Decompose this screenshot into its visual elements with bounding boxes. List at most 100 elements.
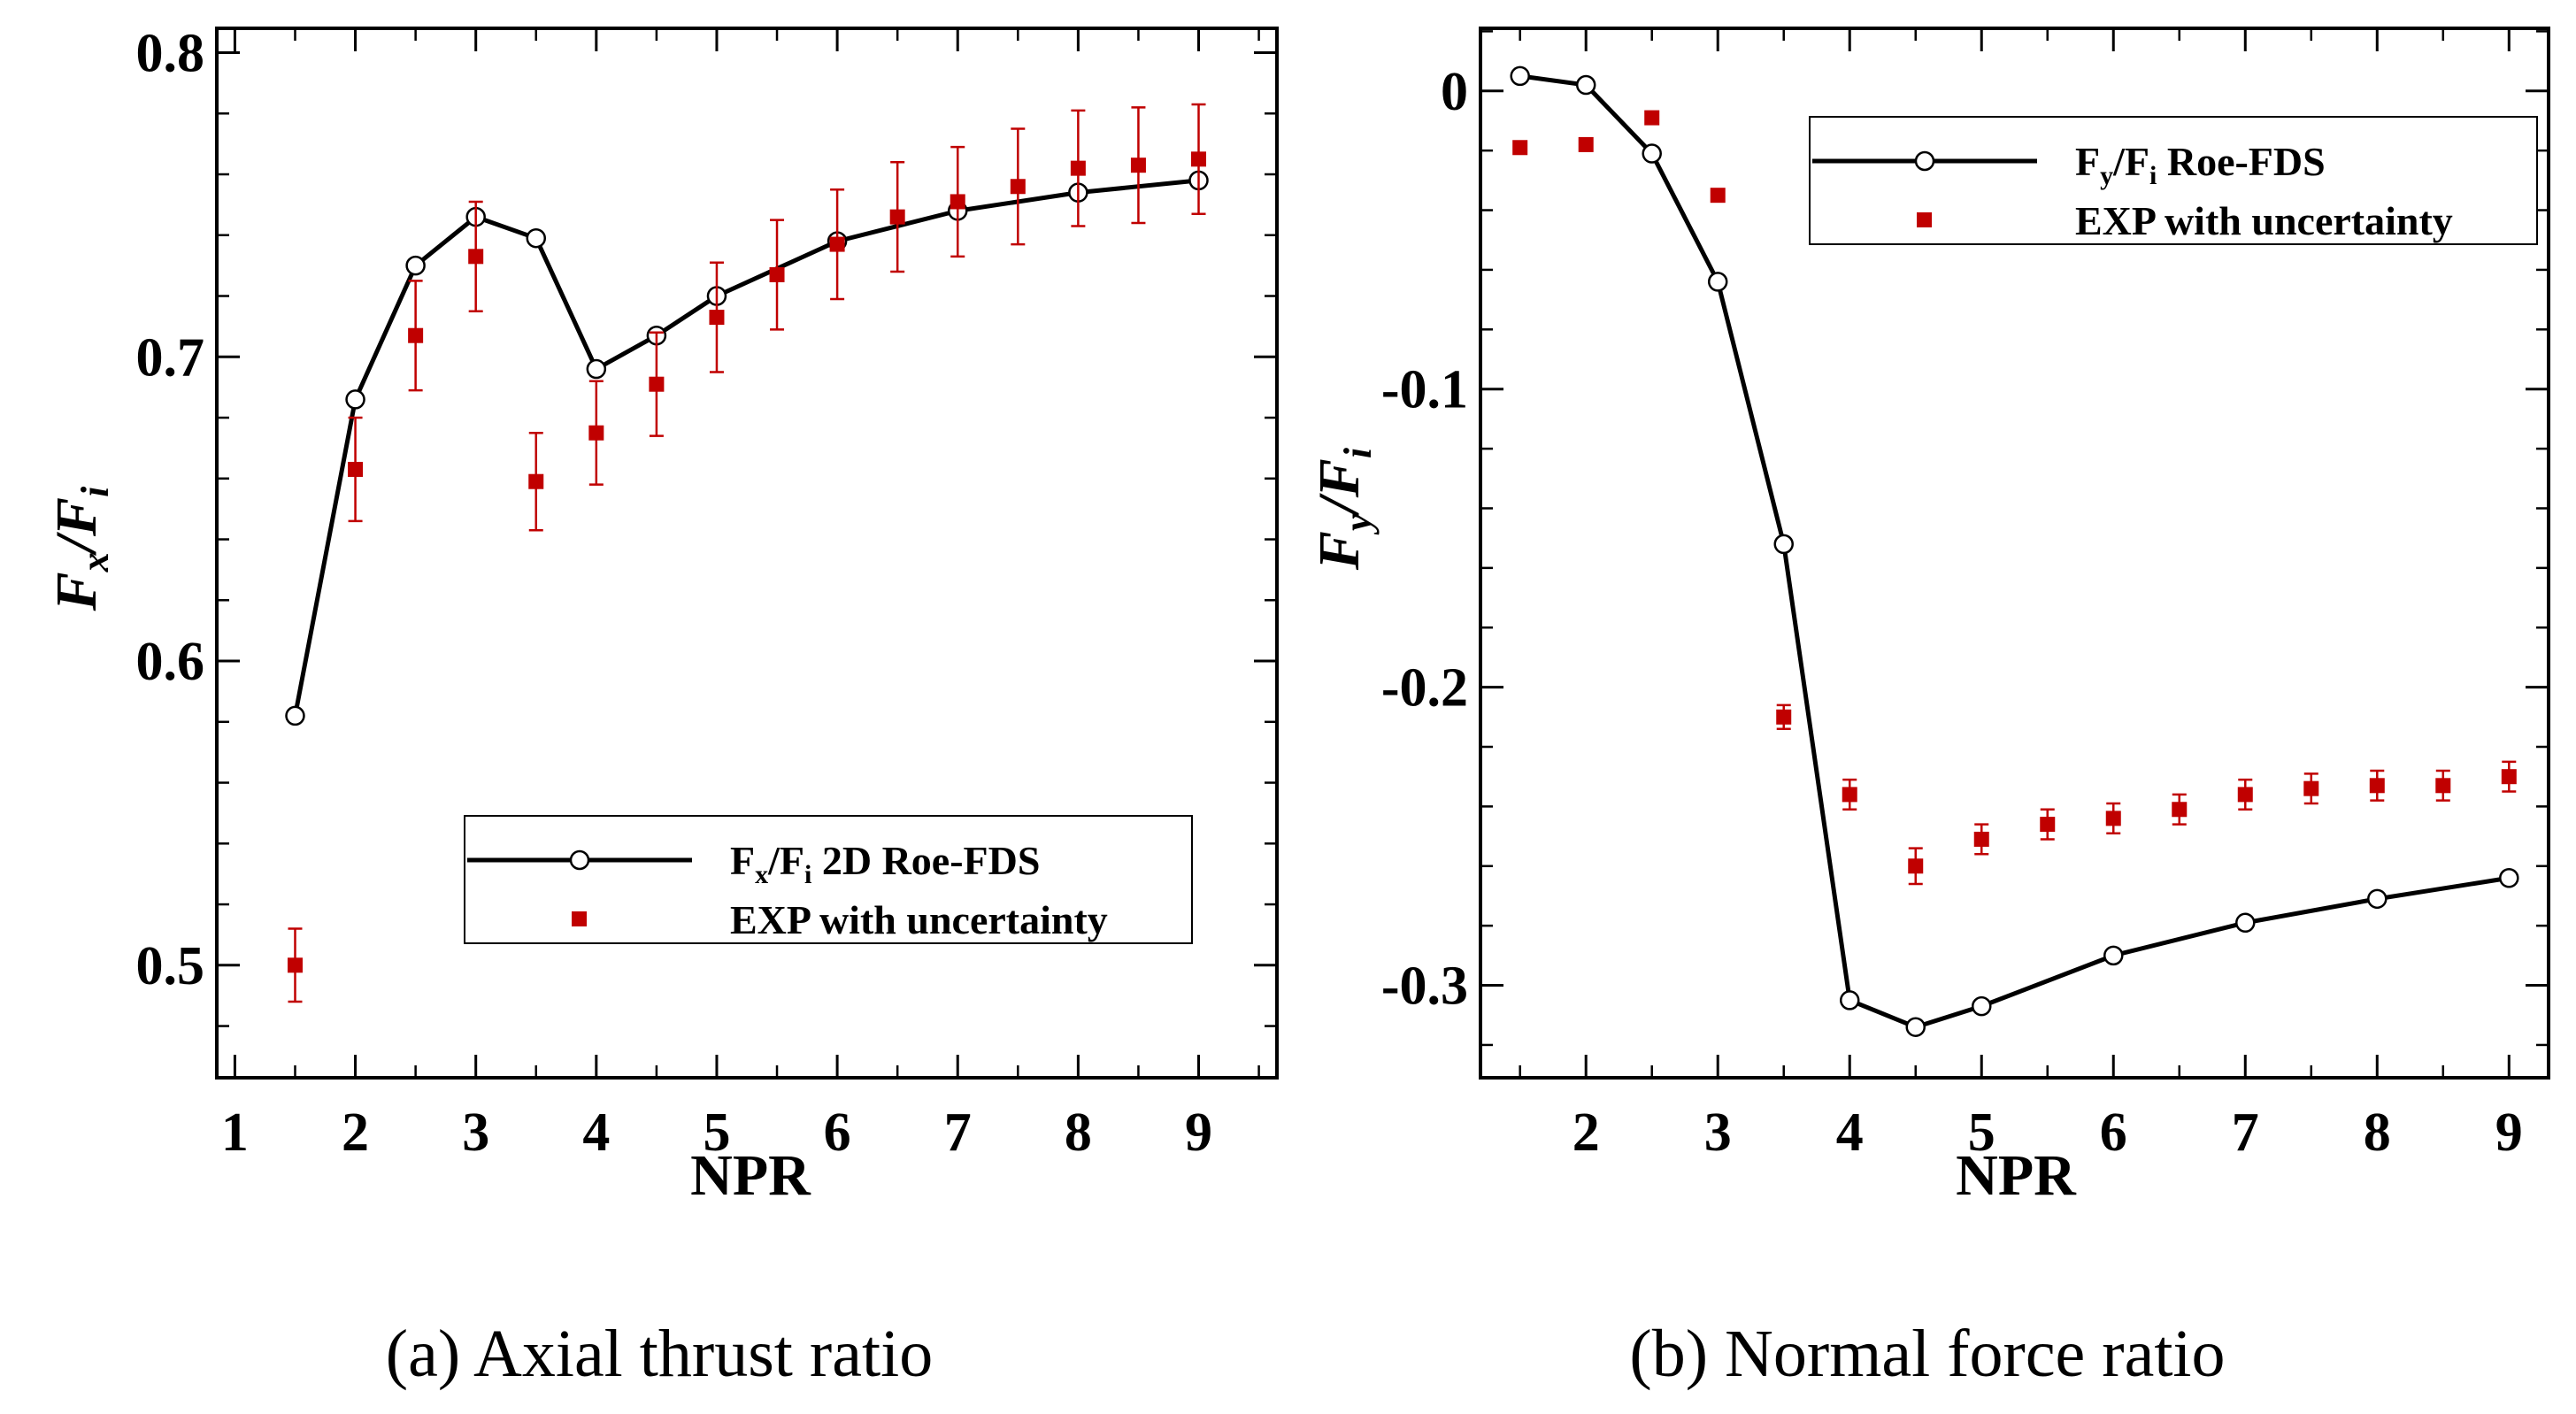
x-axis-title-a: NPR — [690, 1143, 811, 1208]
x-tick-label-a-3: 4 — [582, 1103, 610, 1163]
y-title-a-f1: F — [44, 572, 109, 611]
exp-point-a-2 — [408, 327, 424, 343]
axis-ticks-a: 1 2 3 4 5 6 7 8 9 0.5 0.6 0.7 0.8 — [136, 24, 1277, 1163]
model-point-b-5 — [1839, 990, 1860, 1011]
leg-a-f1: F — [730, 838, 755, 883]
leg-a-rest: 2D Roe-FDS — [811, 838, 1040, 883]
plot-frame-b — [1479, 27, 2550, 1080]
leg-a-slash: / — [767, 838, 780, 883]
model-point-b-3 — [1707, 272, 1728, 292]
x-tick-label-a-1: 2 — [342, 1103, 369, 1163]
leg-b-slash: / — [2112, 139, 2126, 184]
series-exp-b — [1512, 110, 2517, 886]
exp-point-b-12 — [2303, 780, 2319, 796]
model-line-b — [1519, 73, 2510, 1030]
y-tick-label-a-2: 0.7 — [136, 327, 205, 388]
model-point-a-4 — [526, 227, 547, 249]
legend-entry-exp-b: EXP with uncertainty — [2075, 198, 2453, 243]
x-tick-label-b-2: 4 — [1836, 1103, 1864, 1163]
exp-point-b-10 — [2172, 802, 2188, 818]
series-model-b — [1510, 65, 2519, 1037]
y-tick-label-a-3: 0.8 — [136, 24, 205, 84]
x-tick-label-a-5: 6 — [824, 1103, 851, 1163]
y-title-a-sub1: x — [73, 552, 117, 573]
leg-a-sub1: x — [755, 860, 768, 889]
exp-point-a-0 — [287, 957, 303, 973]
exp-point-a-3 — [468, 249, 484, 265]
panel-b: 2 3 4 5 6 7 8 90-0.1-0.2-0.3 Fy/Fi NPR Fy/Fi Ro… — [1307, 27, 2550, 1391]
model-point-b-7 — [1971, 995, 1992, 1017]
x-tick-label-b-7: 9 — [2495, 1103, 2523, 1163]
model-point-b-2 — [1642, 143, 1662, 164]
exp-point-b-11 — [2237, 787, 2253, 803]
exp-point-b-4 — [1776, 709, 1792, 725]
axis-ticks-b: 2 3 4 5 6 7 8 9 0 -0.1 -0.2 -0.3 — [1381, 28, 2549, 1163]
legend-entry-exp-a: EXP with uncertainty — [730, 897, 1108, 942]
y-axis-title-b: Fy/Fi — [1307, 447, 1380, 571]
model-point-a-5 — [586, 358, 607, 380]
legend-entry-model-b: Fy/Fi Roe-FDS — [2075, 139, 2326, 190]
legend-entry-model-a: Fx/Fi 2D Roe-FDS — [730, 838, 1040, 889]
legend-circle-sample-a — [569, 849, 590, 871]
y-tick-label-b-1: -0.1 — [1381, 360, 1468, 420]
model-point-b-9 — [2235, 912, 2256, 934]
model-point-b-11 — [2499, 868, 2519, 888]
exp-point-a-7 — [709, 310, 725, 326]
exp-point-b-6 — [1908, 858, 1924, 874]
x-tick-label-b-4: 6 — [2100, 1103, 2127, 1163]
x-tick-label-b-0: 2 — [1573, 1103, 1600, 1163]
panel-a: 1 2 3 4 5 6 7 8 90.50.60.70.8 Fx/Fi NPR Fx/Fi 2D… — [44, 24, 1279, 1391]
y-title-a-f2: F — [44, 497, 109, 537]
exp-point-b-7 — [1973, 831, 1989, 847]
y-title-b-sub1: y — [1336, 513, 1380, 535]
exp-point-b-15 — [2501, 769, 2517, 785]
y-title-b-f2: F — [1307, 458, 1372, 498]
y-tick-label-b-0: 0 — [1441, 62, 1468, 122]
x-tick-label-b-5: 7 — [2232, 1103, 2259, 1163]
exp-point-b-1 — [1578, 136, 1594, 152]
exp-point-a-9 — [829, 236, 845, 252]
model-point-a-1 — [345, 389, 365, 410]
exp-point-a-15 — [1191, 151, 1207, 167]
leg-b-rest: Roe-FDS — [2157, 139, 2325, 184]
y-title-a-sub2: i — [73, 486, 117, 497]
exp-point-b-14 — [2435, 778, 2451, 794]
series-exp-a — [287, 103, 1207, 1003]
leg-a-sub2: i — [804, 860, 811, 889]
model-point-b-0 — [1510, 65, 1530, 87]
x-tick-label-a-7: 8 — [1065, 1103, 1092, 1163]
model-line-a — [293, 178, 1199, 717]
x-axis-title-b: NPR — [1956, 1143, 2077, 1208]
plot-frame-a — [215, 27, 1279, 1080]
caption-b: (b) Normal force ratio — [1629, 1317, 2225, 1391]
model-point-a-0 — [285, 705, 305, 726]
legend-square-sample-b — [1917, 212, 1932, 227]
leg-b-f2: F — [2125, 139, 2149, 184]
leg-b-sub1: y — [2100, 161, 2113, 190]
exp-point-a-1 — [348, 461, 364, 477]
x-tick-label-a-4: 5 — [703, 1103, 730, 1163]
y-tick-label-a-1: 0.6 — [136, 632, 205, 692]
exp-point-b-2 — [1644, 110, 1660, 126]
model-point-a-2 — [405, 255, 426, 276]
x-tick-label-b-6: 8 — [2364, 1103, 2391, 1163]
exp-point-b-5 — [1842, 787, 1857, 803]
x-tick-label-a-2: 3 — [462, 1103, 489, 1163]
y-tick-label-b-2: -0.2 — [1381, 658, 1468, 719]
x-tick-label-a-8: 9 — [1185, 1103, 1212, 1163]
series-model-a — [285, 170, 1209, 726]
x-tick-label-a-6: 7 — [944, 1103, 972, 1163]
caption-a: (a) Axial thrust ratio — [386, 1317, 933, 1391]
exp-point-a-8 — [769, 266, 785, 282]
exp-point-b-0 — [1512, 140, 1528, 156]
model-point-b-8 — [2103, 945, 2124, 966]
model-point-b-4 — [1773, 534, 1794, 555]
x-tick-label-a-0: 1 — [221, 1103, 249, 1163]
leg-b-f1: F — [2075, 139, 2100, 184]
y-axis-title-a: Fx/Fi — [44, 486, 117, 611]
exp-point-a-13 — [1070, 160, 1086, 176]
exp-point-a-6 — [649, 376, 665, 392]
exp-point-b-9 — [2105, 811, 2121, 826]
y-title-b-sub2: i — [1336, 447, 1380, 458]
